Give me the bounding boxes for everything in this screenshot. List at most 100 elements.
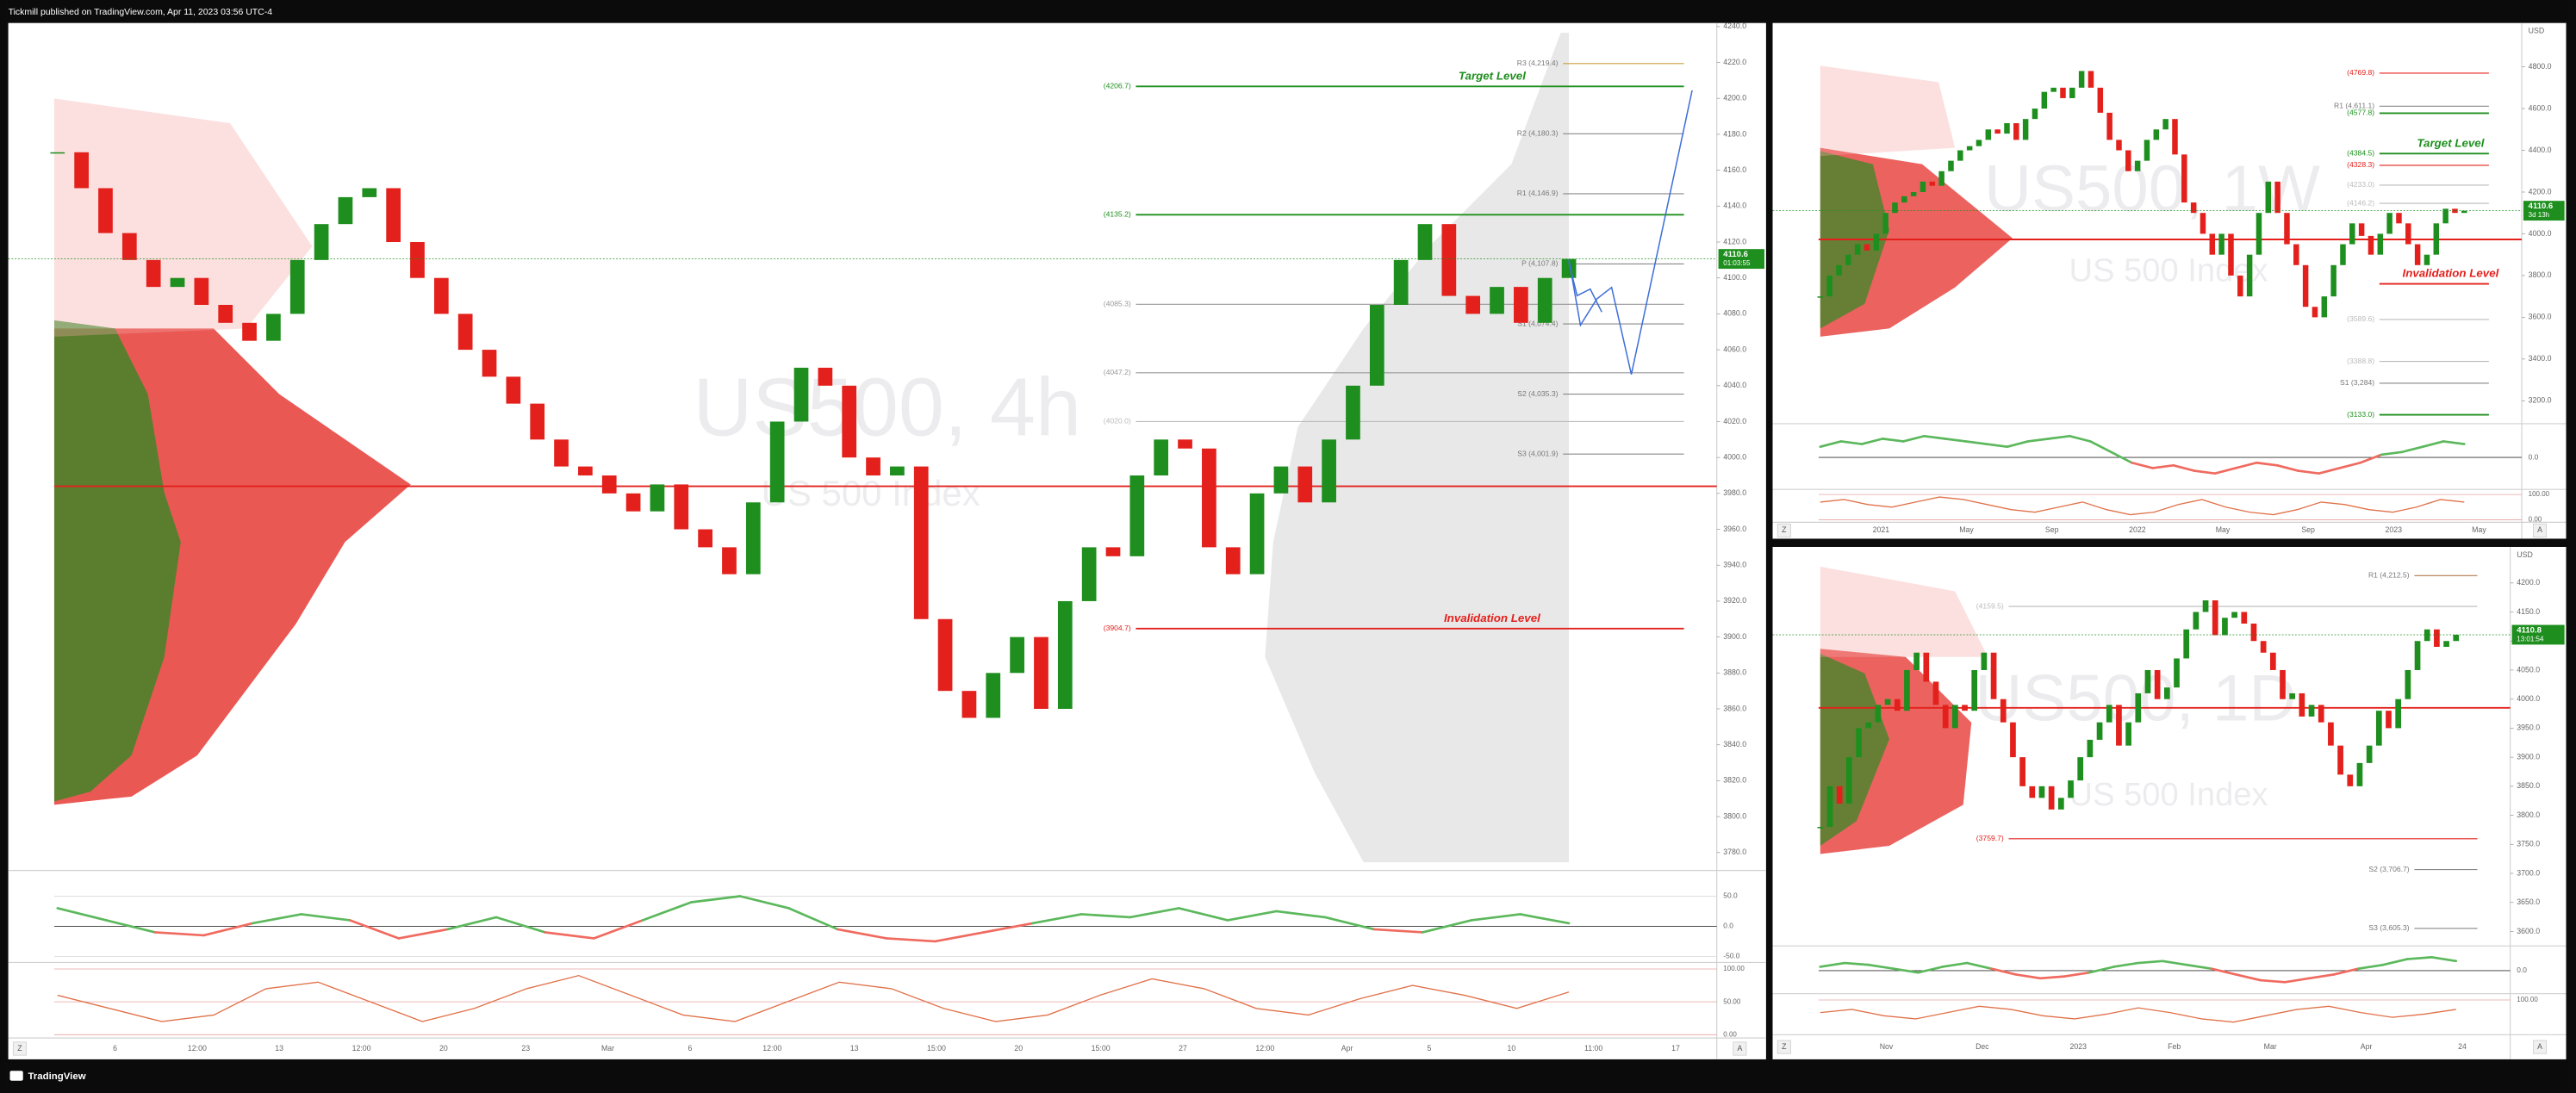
candle: [1864, 244, 1870, 251]
y-tick-label: 4140.0: [1723, 202, 1746, 210]
candle: [2193, 612, 2200, 630]
candle: [2183, 629, 2190, 659]
volume-profile: [1820, 65, 1956, 157]
osc-tick-label: 0.0: [2529, 452, 2539, 461]
last-price-timer: 13:01:54: [2517, 635, 2544, 643]
osc-segment: [1901, 434, 1926, 443]
candle: [1942, 705, 1949, 729]
osc-segment: [2442, 440, 2466, 445]
osc-segment: [202, 922, 254, 937]
candle: [457, 314, 473, 351]
osc-segment: [2014, 973, 2042, 980]
candle: [2461, 210, 2467, 214]
candle: [2237, 275, 2243, 297]
osc-segment: [2318, 467, 2341, 475]
candle: [1273, 466, 1289, 494]
candle: [2358, 223, 2365, 236]
candle: [937, 618, 953, 692]
candle: [2377, 233, 2384, 255]
candle: [2116, 705, 2122, 746]
osc-segment: [1323, 916, 1376, 931]
auto-label: A: [2537, 525, 2542, 534]
candle: [2434, 629, 2440, 647]
level-label: (4135.2): [1104, 210, 1131, 219]
candle: [2260, 641, 2267, 653]
osc-segment: [1860, 438, 1884, 445]
y-tick-label: 3650.0: [2517, 897, 2540, 906]
candle: [2312, 307, 2318, 318]
osc-segment: [2088, 440, 2112, 454]
x-tick-label: 2021: [1873, 525, 1890, 534]
candle: [2029, 786, 2036, 798]
osc-segment: [544, 931, 595, 940]
y-tick-label: 3960.0: [1723, 525, 1746, 533]
currency-label: USD: [2529, 27, 2545, 35]
candle: [2386, 213, 2392, 234]
auto-button: [2533, 1040, 2548, 1054]
osc-segment: [1275, 910, 1327, 919]
osc-segment: [2297, 469, 2320, 475]
candle: [2443, 641, 2449, 647]
candle: [2284, 213, 2290, 245]
candle: [2060, 87, 2066, 98]
candle: [1393, 259, 1409, 305]
candle: [1846, 757, 1852, 804]
stoch-line: [1820, 496, 2465, 516]
x-tick-label: 12:00: [188, 1044, 207, 1053]
candle: [1537, 277, 1552, 323]
candle: [890, 466, 905, 476]
last-price-timer: 3d 13h: [2529, 211, 2549, 219]
x-tick-label: 24: [2458, 1042, 2467, 1051]
osc-segment: [1917, 966, 1944, 974]
level-label: (3589.6): [2347, 314, 2374, 323]
candle: [2202, 600, 2209, 612]
candle: [2302, 264, 2309, 307]
publisher-line: Tickmill published on TradingView.com, A…: [9, 8, 273, 17]
osc-segment: [1965, 961, 1993, 971]
candle: [1932, 681, 1939, 705]
candle: [2452, 208, 2458, 214]
stoch-tick-label: 100.00: [1723, 965, 1745, 972]
candle: [1904, 669, 1910, 711]
candle: [1957, 150, 1963, 161]
osc-segment: [2255, 461, 2279, 467]
candle: [2153, 129, 2160, 140]
osc-segment: [2172, 464, 2196, 472]
y-tick-label: 4600.0: [2529, 103, 2552, 112]
candle: [218, 304, 233, 323]
osc-tick-label: 0.0: [2517, 966, 2527, 974]
candle: [289, 259, 305, 314]
candle: [2162, 119, 2168, 130]
x-tick-label: 23: [521, 1044, 530, 1053]
candle: [2125, 722, 2131, 746]
candle: [1990, 652, 1997, 699]
candle: [2057, 798, 2064, 810]
candle: [818, 367, 833, 386]
osc-segment: [1839, 440, 1864, 445]
candle: [2019, 757, 2025, 786]
osc-segment: [446, 916, 498, 931]
candle: [913, 466, 929, 619]
last-price-badge: [2511, 624, 2565, 645]
candle: [482, 350, 497, 377]
osc-segment: [300, 913, 352, 922]
candle: [1884, 699, 1891, 705]
candle: [2375, 711, 2382, 746]
y-tick-label: 4020.0: [1723, 417, 1746, 425]
candle: [2424, 254, 2430, 265]
osc-segment: [1985, 443, 2009, 448]
candle: [2280, 669, 2286, 699]
osc-segment: [2259, 978, 2287, 984]
x-tick-label: Sep: [2301, 525, 2315, 534]
candle: [1346, 385, 1360, 440]
candle: [986, 673, 1001, 718]
y-tick-label: 4120.0: [1723, 237, 1746, 245]
y-tick-label: 3950.0: [2517, 723, 2540, 732]
x-tick-label: Apr: [1341, 1044, 1353, 1053]
osc-segment: [1470, 913, 1521, 922]
level-label: S3 (3,605.3): [2368, 923, 2409, 932]
osc-segment: [495, 916, 547, 934]
x-tick-label: Dec: [1976, 1042, 1989, 1051]
candle: [2337, 745, 2343, 775]
osc-segment: [592, 919, 644, 940]
